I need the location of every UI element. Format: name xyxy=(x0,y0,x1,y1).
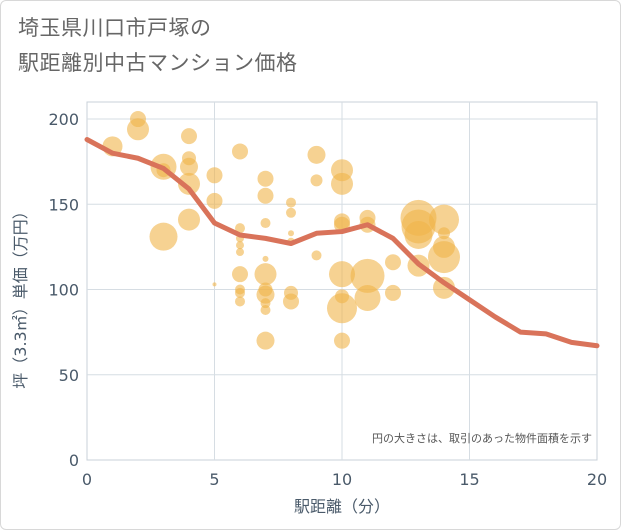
bubble-point xyxy=(327,293,357,324)
bubble-point xyxy=(256,331,275,350)
x-tick-label: 0 xyxy=(82,470,92,489)
bubble-point xyxy=(212,282,217,287)
x-axis-ticks: 0 5 10 15 20 xyxy=(82,470,607,489)
y-tick-label: 200 xyxy=(48,110,79,129)
bubble-point xyxy=(235,223,245,234)
bubble-point xyxy=(180,157,198,176)
bubble-point xyxy=(254,263,277,286)
x-tick-label: 5 xyxy=(209,470,219,489)
bubble-point xyxy=(181,128,197,145)
bubble-point xyxy=(232,266,248,283)
bubble-point xyxy=(232,143,248,160)
y-tick-label: 0 xyxy=(69,451,79,470)
bubble-point xyxy=(433,276,455,299)
bubble-point xyxy=(307,145,326,164)
bubble-point xyxy=(311,250,322,261)
chart-title-line1: 埼玉県川口市戸塚の xyxy=(18,16,212,40)
bubble-point xyxy=(354,285,381,312)
bubble-point xyxy=(334,332,350,349)
bubble-point xyxy=(329,261,355,288)
bubble-point xyxy=(149,222,178,251)
bubble-point xyxy=(127,118,149,141)
x-tick-label: 15 xyxy=(459,470,479,489)
bubble-point xyxy=(385,254,401,271)
chart-title-line2: 駅距離別中古マンション価格 xyxy=(18,51,298,75)
bubble-point xyxy=(235,287,245,298)
bubble-point xyxy=(236,241,244,250)
bubble-point xyxy=(206,167,223,184)
bubble-point xyxy=(404,220,433,249)
bubble-point xyxy=(256,285,275,304)
bubble-point xyxy=(235,296,245,307)
bubble-point xyxy=(350,258,385,293)
bubble-point xyxy=(206,192,223,209)
bubble-point xyxy=(428,241,460,274)
x-tick-label: 10 xyxy=(332,470,352,489)
bubble-point xyxy=(438,227,450,240)
bubble-point xyxy=(385,284,401,301)
bubble-point xyxy=(288,230,294,237)
bubble-point xyxy=(257,187,274,204)
bubble-point xyxy=(283,293,299,310)
bubble-point xyxy=(286,197,296,208)
bubble-point xyxy=(236,248,244,257)
bubble-point xyxy=(178,172,200,195)
x-axis-title: 駅距離（分） xyxy=(294,497,390,516)
y-tick-label: 50 xyxy=(59,366,79,385)
bubble-point xyxy=(429,204,459,235)
bubble-point xyxy=(257,170,274,187)
y-axis-ticks: 0 50 100 150 200 xyxy=(48,110,79,470)
bubble-point xyxy=(178,208,200,231)
bubble-point xyxy=(286,207,296,218)
trend-line xyxy=(84,137,600,349)
bubble-point xyxy=(262,255,269,262)
bubble-point xyxy=(310,174,323,187)
bubble-point xyxy=(331,172,353,195)
x-tick-label: 20 xyxy=(587,470,607,489)
y-tick-label: 150 xyxy=(48,195,79,214)
bubble-size-note: 円の大きさは、取引のあった物件面積を示す xyxy=(372,431,592,445)
y-tick-label: 100 xyxy=(48,281,79,300)
y-axis-title: 坪（3.3㎡）単価（万円） xyxy=(11,203,30,388)
bubble-point xyxy=(260,304,271,315)
bubble-point xyxy=(260,218,271,229)
